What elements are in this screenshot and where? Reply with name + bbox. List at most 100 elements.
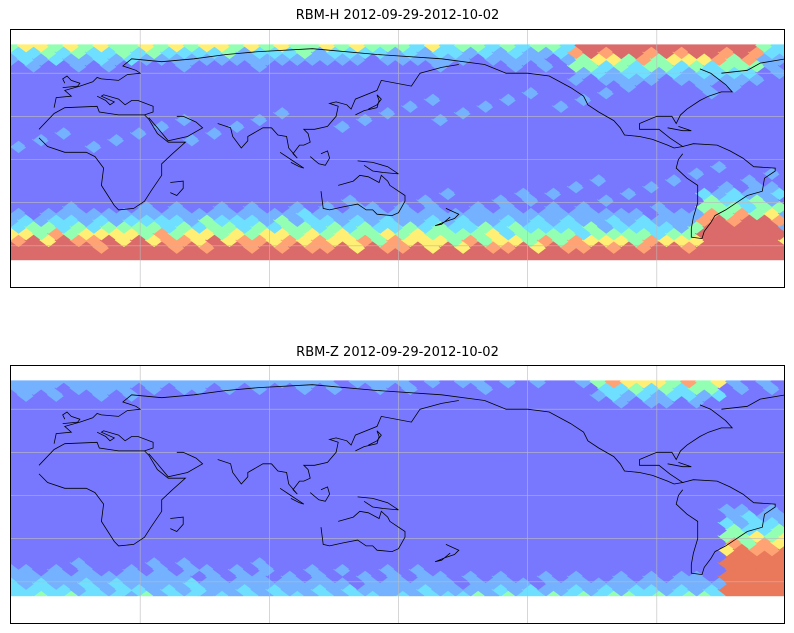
coast-madagascar — [170, 180, 184, 196]
data-cell — [649, 226, 669, 241]
data-cell — [303, 441, 322, 456]
data-cell — [446, 582, 465, 597]
data-cell — [521, 192, 541, 207]
data-cell — [77, 508, 96, 523]
data-cell — [574, 481, 593, 496]
data-cell — [604, 468, 624, 483]
data-cell — [370, 555, 390, 570]
data-cell — [303, 65, 322, 80]
data-cell — [438, 105, 458, 120]
data-cell — [672, 582, 691, 597]
data-cell — [687, 394, 707, 409]
data-cell — [235, 542, 254, 557]
data-cell — [551, 219, 571, 234]
data-cell — [498, 562, 518, 577]
data-cell — [649, 199, 669, 214]
data-cell — [31, 199, 51, 214]
data-cell — [770, 92, 784, 107]
data-cell — [303, 481, 322, 496]
data-cell — [144, 219, 164, 234]
data-cell — [46, 199, 66, 214]
data-cell — [24, 139, 43, 154]
data-cell — [446, 139, 465, 154]
data-cell — [468, 562, 488, 577]
data-cell — [227, 481, 247, 496]
data-cell — [446, 434, 465, 449]
data-cell — [770, 428, 784, 443]
data-cell — [755, 132, 774, 147]
data-cell — [506, 394, 526, 409]
data-cell — [536, 125, 556, 140]
data-cell — [24, 569, 43, 584]
data-cell — [770, 212, 784, 227]
data-cell — [521, 98, 541, 113]
coast-se-asia — [271, 400, 459, 495]
data-cell — [303, 387, 322, 402]
data-cell — [536, 112, 556, 127]
data-cell — [536, 515, 556, 530]
data-cell — [438, 253, 458, 268]
data-cell — [604, 495, 624, 510]
data-cell — [370, 394, 390, 409]
data-cell — [536, 434, 556, 449]
data-cell — [144, 139, 164, 154]
data-cell — [167, 495, 187, 510]
data-cell — [521, 407, 541, 422]
data-cell — [92, 212, 111, 227]
data-cell — [159, 233, 179, 248]
data-cell — [11, 481, 21, 496]
data-cell — [107, 495, 126, 510]
data-cell — [740, 105, 759, 120]
data-cell — [581, 475, 601, 490]
data-cell — [672, 233, 691, 248]
data-cell — [378, 186, 398, 201]
data-cell — [11, 428, 21, 443]
data-cell — [687, 206, 707, 221]
data-cell — [642, 542, 661, 557]
data-cell — [197, 226, 217, 241]
data-cell — [521, 246, 541, 261]
data-cell — [717, 448, 737, 463]
data-cell — [205, 448, 224, 463]
data-cell — [740, 562, 759, 577]
data-cell — [566, 475, 586, 490]
data-cell — [536, 407, 556, 422]
data-cell — [672, 434, 691, 449]
data-cell — [182, 105, 202, 120]
data-cell — [687, 58, 707, 73]
data-cell — [498, 522, 518, 537]
data-cell — [129, 233, 149, 248]
data-cell — [114, 219, 134, 234]
data-cell — [619, 535, 639, 550]
data-cell — [559, 226, 578, 241]
data-cell — [770, 118, 784, 133]
data-cell — [182, 226, 202, 241]
data-cell — [687, 569, 707, 584]
data-cell — [370, 407, 390, 422]
data-cell — [514, 454, 533, 469]
data-cell — [740, 118, 759, 133]
data-cell — [521, 381, 541, 396]
data-cell — [77, 65, 96, 80]
data-cell — [235, 206, 254, 221]
data-cell — [702, 569, 722, 584]
data-cell — [92, 186, 111, 201]
data-cell — [709, 481, 729, 496]
data-cell — [54, 461, 74, 476]
data-cell — [227, 226, 247, 241]
data-cell — [220, 71, 239, 86]
data-cell — [446, 246, 465, 261]
data-cell — [619, 118, 639, 133]
data-cell — [69, 569, 89, 584]
data-cell — [687, 233, 707, 248]
coast-se-asia — [271, 64, 459, 159]
data-cell — [11, 495, 21, 510]
data-cell — [604, 239, 624, 254]
data-cell — [438, 38, 458, 53]
data-cell — [174, 542, 194, 557]
data-cell — [755, 65, 774, 80]
data-cell — [649, 441, 669, 456]
data-cell — [11, 105, 21, 120]
data-cell — [114, 71, 134, 86]
data-cell — [642, 475, 661, 490]
